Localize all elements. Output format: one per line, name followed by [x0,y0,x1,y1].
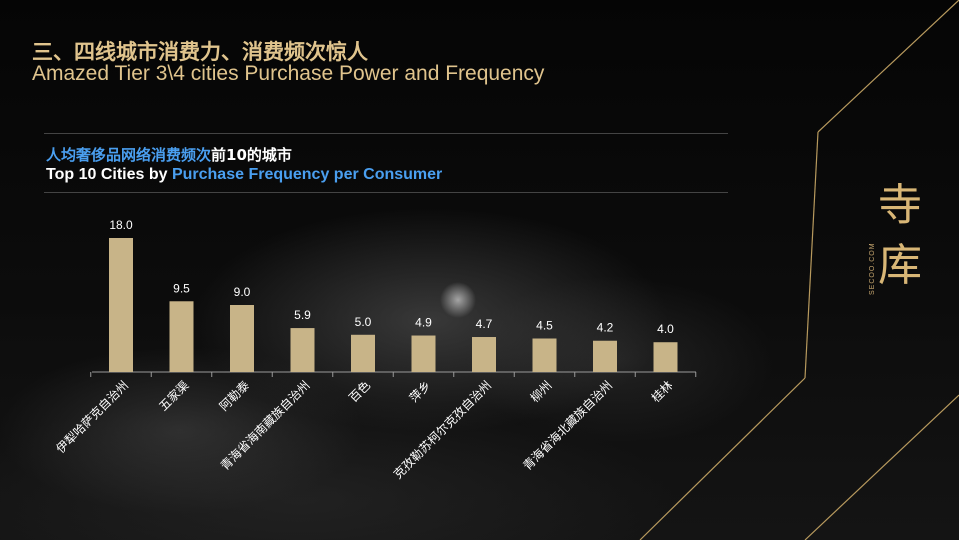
slide-title-cn: 三、四线城市消费力、消费频次惊人 [32,40,368,64]
bar [290,328,315,372]
x-tick-label: 柳州 [528,378,555,405]
slide-title-en: Amazed Tier 3\4 cities Purchase Power an… [32,62,545,85]
bar-value-label: 4.9 [415,316,432,330]
chart-title-underline [44,192,728,193]
bar-value-label: 18.0 [109,218,133,232]
x-tick-label: 萍乡 [407,378,434,405]
x-tick-label: 阿勒泰 [217,378,252,413]
deco-line-top [817,0,959,133]
chart-title-en: Top 10 Cities by Purchase Frequency per … [46,166,442,184]
chart-title-en-prefix: Top 10 Cities by [46,166,172,183]
logo-mark-bottom: 库 [878,240,922,291]
bar [230,305,254,372]
bar [653,342,678,372]
chart-title-cn-rest: 前10的城市 [211,146,292,164]
chart-top-rule [44,133,728,134]
x-tick-label: 百色 [346,378,373,405]
deco-line-bottom [804,394,959,540]
bar-value-label: 9.5 [173,281,190,295]
bar-value-label: 4.0 [657,322,674,336]
logo-mark-top: 寺 [878,180,922,231]
bar-value-label: 4.7 [476,317,493,331]
bar-value-label: 4.2 [597,321,614,335]
chart-title-cn-highlight: 人均奢侈品网络消费频次 [46,146,212,164]
deco-line-vertical [804,131,819,379]
bar [593,340,617,372]
x-tick-label: 伊犁哈萨克自治州 [53,378,131,456]
chart-title-en-highlight: Purchase Frequency per Consumer [171,166,443,183]
logo-wordmark: SECOO.COM [869,242,876,295]
chart-title-cn: 人均奢侈品网络消费频次前10的城市 [46,144,292,165]
deco-line-bottom-inner [639,377,806,540]
bar-value-label: 9.0 [234,285,251,299]
bar-value-label: 5.9 [294,308,311,322]
bar [411,335,436,372]
bar [351,334,375,372]
bar-value-label: 4.5 [536,319,553,333]
bar [472,337,496,372]
bar-value-label: 5.0 [355,315,372,329]
secoo-logo: SECOO.COM 寺 库 [869,180,922,295]
x-tick-label: 桂林 [648,378,676,406]
bar [532,338,557,372]
x-tick-label: 五家渠 [156,378,192,414]
x-tick-label: 克孜勒苏柯尔克孜自治州 [390,378,494,482]
bar [169,301,194,372]
bar [109,238,133,372]
